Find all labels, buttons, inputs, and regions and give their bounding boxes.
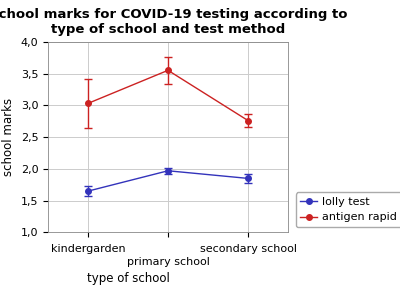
Text: type of school: type of school (86, 272, 170, 285)
Title: School marks for COVID-19 testing according to
type of school and test method: School marks for COVID-19 testing accord… (0, 8, 347, 36)
Text: kindergarden: kindergarden (51, 244, 125, 254)
Text: primary school: primary school (126, 257, 210, 267)
Y-axis label: school marks: school marks (2, 98, 15, 176)
Legend: lolly test, antigen rapid test: lolly test, antigen rapid test (296, 193, 400, 227)
Text: secondary school: secondary school (200, 244, 296, 254)
